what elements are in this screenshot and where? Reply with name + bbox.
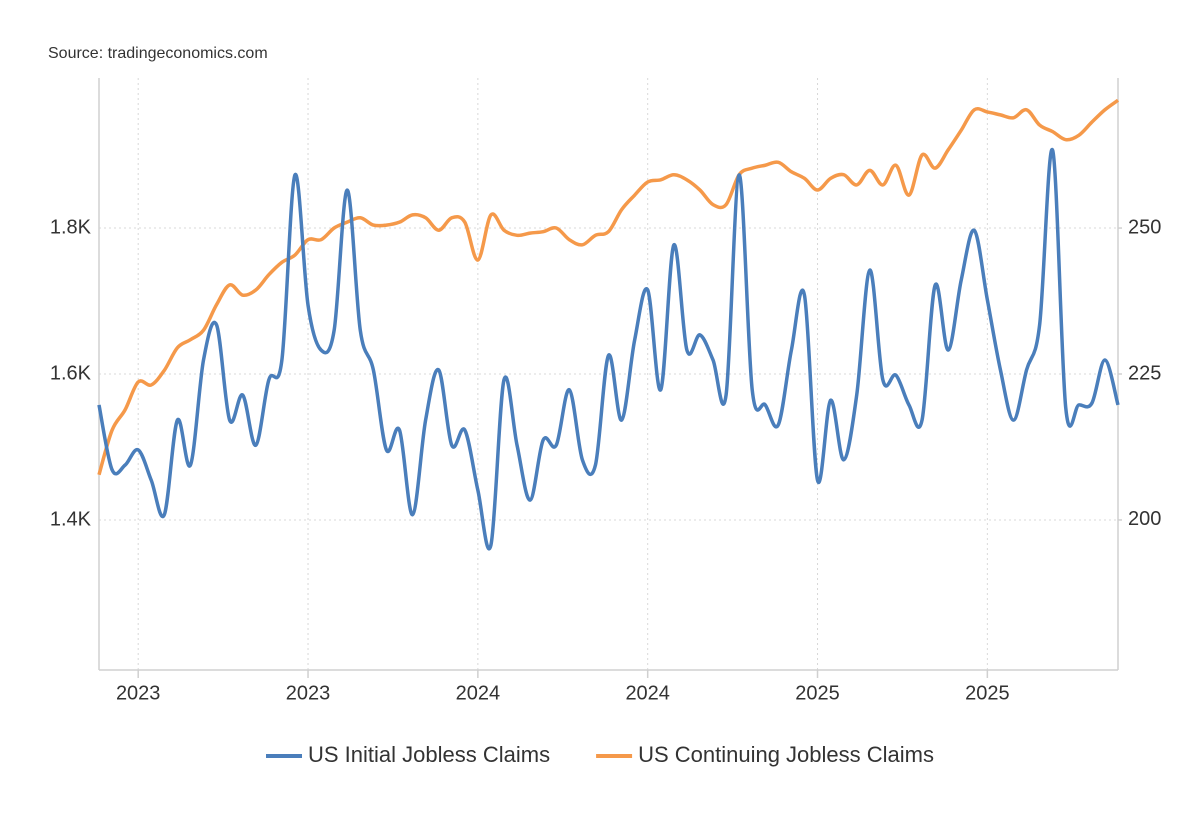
y-tick-label: 1.8K [50,216,92,238]
x-tick-label: 2023 [116,682,161,704]
y-tick-label: 1.6K [50,362,92,384]
x-tick-label: 2023 [286,682,331,704]
x-tick-label: 2025 [965,682,1010,704]
legend-label: US Continuing Jobless Claims [638,742,934,767]
series-line [97,148,1120,551]
y2-tick-label: 200 [1128,508,1161,530]
legend-label: US Initial Jobless Claims [308,742,550,767]
source: Source: tradingeconomics.com [48,45,268,62]
series-line [97,98,1120,476]
y2-tick-label: 250 [1128,216,1161,238]
x-tick-label: 2024 [456,682,501,704]
y-tick-label: 1.4K [50,508,92,530]
legend: US Initial Jobless Claims US Continuing J… [266,742,934,767]
x-tick-label: 2024 [625,682,670,704]
y2-tick-label: 225 [1128,362,1161,384]
x-tick-label: 2025 [795,682,840,704]
